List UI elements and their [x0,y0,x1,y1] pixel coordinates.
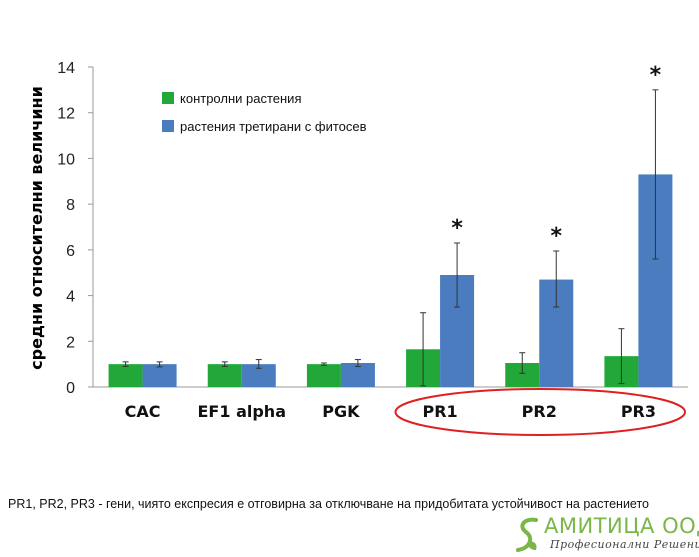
category-label: PR1 [422,402,457,421]
bar-chart: 0 2 4 6 8 10 12 14 * * * CAC EF1 alpha PGK PR1 PR2 PR3… [27,60,688,436]
bar-treated [340,363,375,387]
chart-legend: контролни растения растения третирани с ф… [162,91,367,134]
bar-control [108,364,143,387]
highlight-ellipse [394,388,686,436]
y-axis-ticks: 0 2 4 6 8 10 12 14 [57,60,93,397]
y-axis-label: средни относителни величини [27,86,46,370]
legend-label: растения третирани с фитосев [180,119,367,134]
error-bars [122,89,659,387]
bar-control [207,364,242,387]
x-axis-categories: CAC EF1 alpha PGK PR1 PR2 PR3 [125,402,656,421]
legend-swatch [162,92,174,104]
y-tick-label: 8 [66,197,75,214]
bar-treated [241,364,276,387]
legend-label: контролни растения [180,91,302,106]
y-tick-label: 6 [66,243,75,260]
bar-control [306,364,341,387]
category-label: PR2 [522,402,557,421]
bar-treated [142,364,177,387]
chart-axes [92,67,688,388]
y-tick-label: 10 [57,151,75,168]
y-tick-label: 0 [66,380,75,397]
significance-star: * [650,63,662,88]
significance-star: * [550,224,562,249]
category-label: EF1 alpha [198,402,286,421]
company-logo: АМИТИЦА ООД Професионални Решения [514,514,699,557]
company-tagline: Професионални Решения [550,538,699,551]
chart-caption: PR1, PR2, PR3 - гени, чиято експресия е … [8,497,650,511]
category-label: PGK [322,402,360,421]
category-label: CAC [125,402,161,421]
y-tick-label: 4 [66,289,75,306]
significance-star: * [451,216,463,241]
category-label: PR3 [621,402,656,421]
y-tick-label: 12 [57,106,75,123]
chart-bars [108,174,673,387]
s-leaf-icon [516,517,538,552]
y-tick-label: 14 [57,60,75,77]
company-name: АМИТИЦА ООД [544,514,699,538]
legend-swatch [162,120,174,132]
y-tick-label: 2 [66,334,75,351]
significance-markers: * * * [451,63,661,249]
